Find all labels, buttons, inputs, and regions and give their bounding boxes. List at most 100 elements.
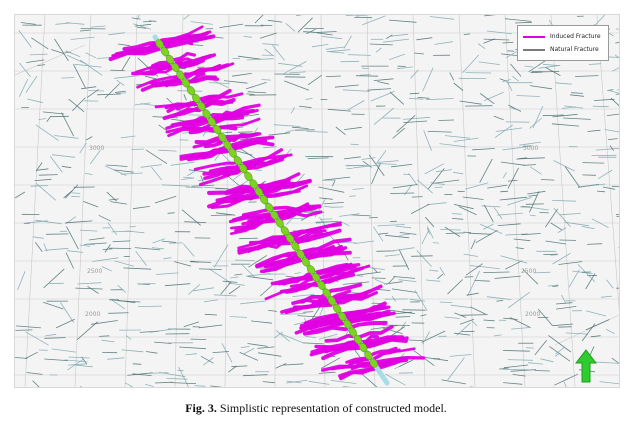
scale-label-left-low: 2000 (85, 311, 101, 318)
natural-fracture (524, 65, 534, 68)
natural-fracture (297, 315, 320, 318)
induced-fracture (188, 125, 238, 135)
natural-fracture (24, 351, 38, 359)
natural-fracture (239, 352, 259, 361)
natural-fracture (114, 169, 134, 173)
caption-text: Simplistic representation of constructed… (219, 401, 447, 415)
natural-fracture (375, 47, 382, 53)
natural-fracture (344, 126, 362, 130)
natural-fracture (306, 28, 316, 35)
natural-fracture (32, 380, 40, 387)
natural-fracture (303, 31, 314, 33)
natural-fracture (615, 42, 619, 44)
natural-fracture (484, 15, 496, 17)
natural-fracture (106, 164, 128, 167)
natural-fracture (367, 88, 392, 91)
natural-fracture (220, 281, 232, 295)
natural-fracture (228, 282, 245, 286)
natural-fracture (140, 164, 162, 168)
natural-fracture (70, 36, 95, 40)
natural-fracture (450, 304, 474, 309)
natural-fracture (75, 287, 103, 290)
natural-fracture (190, 21, 213, 25)
natural-fracture (51, 49, 65, 54)
natural-fracture (352, 188, 364, 190)
natural-fracture (385, 234, 410, 239)
natural-fracture (398, 249, 410, 270)
natural-fracture (499, 196, 528, 201)
natural-fracture (286, 380, 302, 384)
natural-fracture (316, 221, 333, 224)
natural-fracture (273, 331, 284, 339)
natural-fracture (389, 309, 416, 314)
natural-fracture (152, 238, 166, 244)
natural-fracture (607, 89, 614, 91)
natural-fracture (466, 292, 479, 296)
natural-fracture (114, 90, 126, 93)
natural-fracture (183, 321, 200, 328)
natural-fracture (551, 123, 580, 127)
natural-fracture (615, 214, 619, 216)
natural-fracture (79, 386, 83, 387)
natural-fracture (451, 218, 464, 220)
natural-fracture (432, 242, 440, 244)
natural-fracture (523, 164, 536, 166)
natural-fracture (68, 356, 90, 359)
natural-fracture (437, 273, 444, 280)
natural-fracture (377, 81, 390, 85)
natural-fracture (426, 202, 447, 206)
induced-fracture (201, 140, 253, 160)
natural-fracture (463, 33, 471, 35)
induced-fracture (165, 103, 261, 130)
natural-fracture (65, 220, 93, 224)
natural-fracture (43, 268, 65, 289)
scale-label-right-mid: 2500 (521, 268, 537, 275)
natural-fracture (243, 36, 252, 38)
natural-fracture (65, 252, 74, 269)
natural-fracture (118, 300, 141, 303)
natural-fracture (533, 271, 551, 274)
natural-fracture (284, 80, 310, 91)
natural-fracture (552, 323, 574, 327)
grid-line (554, 314, 619, 346)
natural-fracture (268, 310, 277, 312)
natural-fracture (480, 93, 495, 105)
natural-fracture (545, 208, 559, 228)
natural-fracture (344, 156, 361, 160)
natural-fracture (298, 105, 312, 109)
natural-fracture (590, 335, 601, 338)
natural-fracture (55, 318, 75, 329)
natural-fracture (410, 203, 430, 214)
natural-fracture (332, 180, 336, 187)
natural-fracture (568, 269, 580, 288)
natural-fracture (496, 300, 504, 302)
natural-fracture (184, 221, 207, 223)
natural-fracture (18, 30, 32, 48)
natural-fracture (503, 317, 518, 320)
natural-fracture (435, 169, 453, 173)
natural-fracture (63, 190, 73, 199)
natural-fracture (107, 357, 125, 360)
natural-fracture (483, 38, 510, 41)
natural-fracture (373, 107, 394, 126)
natural-fracture (569, 94, 585, 97)
natural-fracture (240, 300, 267, 305)
natural-fracture (502, 350, 530, 352)
natural-fracture (375, 150, 387, 164)
natural-fracture (377, 224, 405, 227)
natural-fracture (36, 168, 49, 171)
grid-lines (15, 15, 619, 387)
natural-fracture (292, 126, 309, 129)
natural-fracture (61, 112, 75, 137)
natural-fracture (66, 250, 84, 253)
natural-fracture (203, 299, 218, 303)
natural-fracture (522, 145, 532, 147)
natural-fracture (326, 46, 345, 50)
natural-fracture (246, 58, 274, 61)
natural-fracture (46, 116, 52, 122)
natural-fracture (143, 21, 152, 23)
natural-fracture (307, 74, 322, 86)
induced-fracture (203, 133, 251, 149)
natural-fracture (586, 310, 607, 317)
natural-fracture (318, 371, 336, 374)
